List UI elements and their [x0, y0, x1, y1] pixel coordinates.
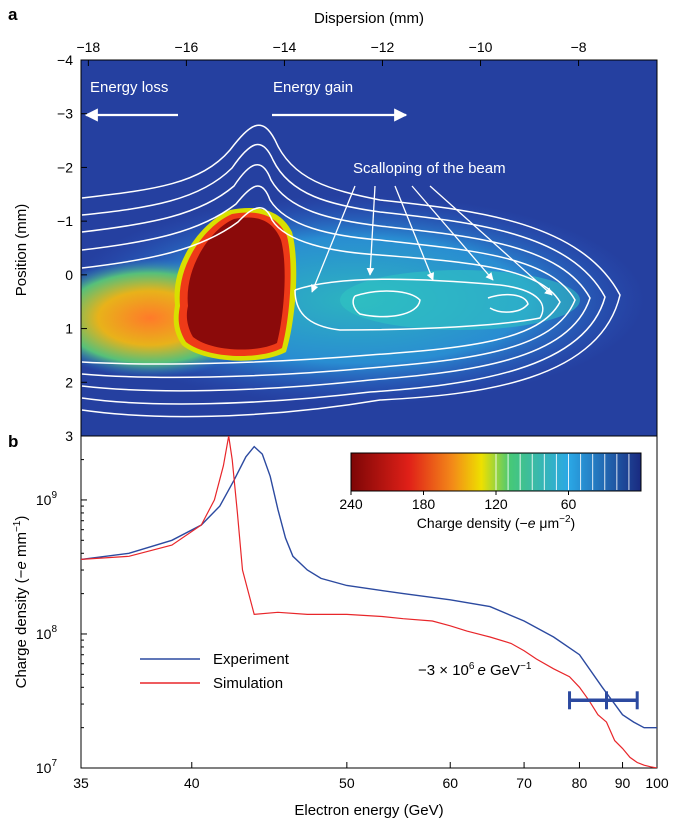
colorbar-contour-levels	[495, 454, 630, 490]
panel-b-xtick-label-7: 100	[645, 775, 669, 791]
contour-mid-2	[81, 207, 561, 365]
legend-simulation-label: Simulation	[213, 675, 283, 692]
top-tick-label-4: −10	[469, 39, 493, 55]
contour-outer-3	[81, 163, 591, 392]
panel-b-xtick-label-4: 70	[516, 775, 532, 791]
scallop-arrow-3	[394, 185, 434, 281]
contour-mid-1	[81, 185, 576, 379]
colorbar: 240 180 120 60 Charge density (−e μm−2)	[339, 452, 642, 531]
contour-inner-1	[294, 278, 544, 331]
error-bar	[568, 691, 639, 710]
panel-b-ylabel: Charge density (−e mm−1)	[12, 516, 30, 689]
colorbar-ticks: 240 180 120 60	[339, 491, 576, 512]
panel-b-xtick-label-3: 60	[442, 775, 458, 791]
panel-b-ytick-label-0: 107	[36, 758, 58, 776]
legend-experiment-label: Experiment	[213, 651, 290, 668]
contour-inner-2	[352, 290, 421, 318]
contour-lines	[81, 124, 621, 418]
scalloping-label: Scalloping of the beam	[353, 160, 506, 177]
top-tick-label-2: −14	[273, 39, 297, 55]
series-experiment-line	[81, 445, 657, 729]
series-simulation-line	[81, 436, 657, 768]
colorbar-tick-label-1: 180	[412, 496, 436, 512]
colorbar-label: Charge density (−e μm−2)	[417, 514, 575, 531]
panel-a-ytick-label-2: −2	[57, 159, 73, 175]
panel-b-plot-area	[81, 436, 657, 768]
panel-a-ytick-label-0: −4	[57, 52, 73, 68]
panel-b-label: b	[8, 432, 18, 451]
panel-a-ytick-label-6: 2	[65, 374, 73, 390]
panel-a-ytick-label-5: 1	[65, 321, 73, 337]
scallop-arrow-2	[366, 185, 376, 276]
panel-b-xtick-label-2: 50	[339, 775, 355, 791]
panel-b-xlabel: Electron energy (GeV)	[294, 802, 443, 819]
top-tick-label-5: −8	[571, 39, 587, 55]
panel-b-axes: 35 40 50 60 70 80 90 100 107 108 109	[36, 435, 669, 791]
scallop-arrow-1	[311, 185, 356, 293]
panel-a-ytick-label-1: −3	[57, 106, 73, 122]
top-tick-label-0: −18	[76, 39, 100, 55]
panel-b-xtick-label-1: 40	[184, 775, 200, 791]
panel-b-ytick-label-1: 108	[36, 624, 58, 642]
panel-a-ytick-label-7: 3	[65, 428, 73, 444]
error-bar-label: −3 × 106 e GeV−1	[418, 661, 532, 679]
energy-loss-label: Energy loss	[90, 79, 168, 96]
energy-gain-label: Energy gain	[273, 79, 353, 96]
panel-b-xtick-label-0: 35	[73, 775, 89, 791]
colorbar-tick-label-0: 240	[339, 496, 363, 512]
top-axis-title: Dispersion (mm)	[314, 10, 424, 27]
top-tick-label-1: −16	[175, 39, 199, 55]
panel-a-ytick-label-4: 0	[65, 267, 73, 283]
contour-outer-2	[81, 143, 606, 405]
top-tick-label-3: −12	[371, 39, 395, 55]
heatmap: Energy loss Energy gain Scalloping of th…	[81, 60, 657, 436]
panel-b-xtick-label-6: 90	[615, 775, 631, 791]
legend: Experiment Simulation	[140, 651, 290, 692]
panel-a-ytick-label-3: −1	[57, 213, 73, 229]
panel-b-ytick-label-2: 109	[36, 490, 58, 508]
scallop-arrow-5	[429, 185, 553, 296]
colorbar-tick-label-3: 60	[561, 496, 577, 512]
scalloping-arrows	[311, 185, 553, 296]
core-saturated	[186, 217, 285, 350]
panel-b-frame	[80, 435, 658, 769]
contour-inner-3	[487, 293, 529, 313]
panel-b-xtick-label-5: 80	[572, 775, 588, 791]
colorbar-tick-label-2: 120	[484, 496, 508, 512]
panel-a-label: a	[8, 5, 18, 24]
panel-a-ylabel: Position (mm)	[13, 204, 30, 297]
contour-outer-1	[81, 124, 621, 418]
scallop-arrow-4	[411, 185, 494, 281]
